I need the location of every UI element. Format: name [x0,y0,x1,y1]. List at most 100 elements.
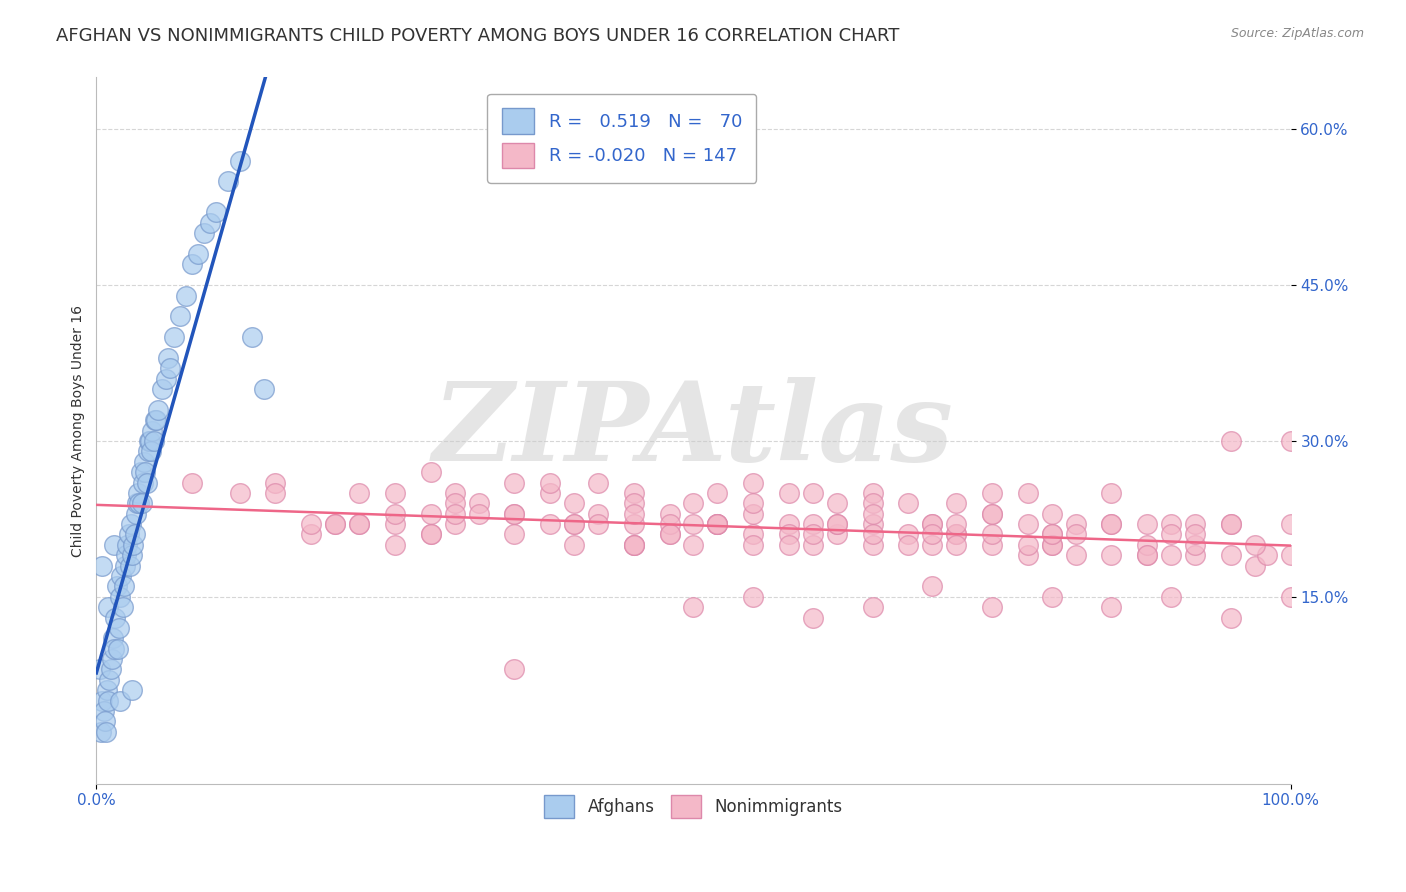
Point [132,475,155,490]
Point [139,434,162,448]
Point [1279,590,1302,604]
Point [945,538,967,552]
Point [110,569,132,583]
Point [1184,517,1206,532]
Point [121,683,143,698]
Point [187,247,209,261]
Point [117,538,139,552]
Point [1064,527,1087,541]
Point [706,517,728,532]
Point [110,590,132,604]
Point [384,507,406,521]
Point [115,548,138,562]
Point [419,507,441,521]
Point [801,538,824,552]
Point [778,538,800,552]
Point [623,538,645,552]
Point [111,600,134,615]
Point [145,413,167,427]
Point [467,496,489,510]
Point [93,704,115,718]
Point [198,216,221,230]
Point [862,507,884,521]
Point [1040,527,1063,541]
Point [825,496,848,510]
Point [658,527,681,541]
Point [682,538,704,552]
Y-axis label: Child Poverty Among Boys Under 16: Child Poverty Among Boys Under 16 [72,304,86,557]
Point [562,496,585,510]
Point [503,475,526,490]
Point [1101,600,1123,615]
Point [658,517,681,532]
Point [384,538,406,552]
Point [682,496,704,510]
Point [778,486,800,500]
Point [347,517,370,532]
Text: ZIPAtlas: ZIPAtlas [433,376,955,484]
Point [778,527,800,541]
Text: AFGHAN VS NONIMMIGRANTS CHILD POVERTY AMONG BOYS UNDER 16 CORRELATION CHART: AFGHAN VS NONIMMIGRANTS CHILD POVERTY AM… [56,27,900,45]
Point [862,538,884,552]
Point [91,693,114,707]
Point [299,517,322,532]
Point [264,475,287,490]
Point [1219,517,1241,532]
Point [1017,538,1039,552]
Point [91,558,114,573]
Point [1279,517,1302,532]
Point [193,226,215,240]
Point [1040,538,1063,552]
Point [419,527,441,541]
Point [1101,486,1123,500]
Point [136,444,159,458]
Point [658,527,681,541]
Point [1219,434,1241,448]
Point [1256,548,1278,562]
Point [1219,610,1241,624]
Point [98,673,121,687]
Point [1040,590,1063,604]
Point [1160,548,1182,562]
Point [825,527,848,541]
Point [1040,527,1063,541]
Point [981,486,1004,500]
Point [862,496,884,510]
Point [156,351,179,365]
Point [127,486,149,500]
Point [141,444,163,458]
Point [169,310,191,324]
Point [825,517,848,532]
Point [1279,548,1302,562]
Point [623,517,645,532]
Point [97,693,120,707]
Point [862,486,884,500]
Point [1136,517,1159,532]
Point [1184,548,1206,562]
Point [503,663,526,677]
Point [623,507,645,521]
Point [117,527,139,541]
Point [134,455,156,469]
Point [801,610,824,624]
Point [945,527,967,541]
Point [801,486,824,500]
Point [538,475,561,490]
Point [538,517,561,532]
Point [897,496,920,510]
Point [981,538,1004,552]
Point [742,507,765,521]
Point [93,714,115,729]
Point [103,538,125,552]
Point [467,507,489,521]
Point [419,527,441,541]
Point [1017,548,1039,562]
Point [1017,486,1039,500]
Point [100,663,122,677]
Point [706,517,728,532]
Point [1243,558,1265,573]
Point [623,538,645,552]
Point [142,434,165,448]
Point [921,517,943,532]
Point [1136,548,1159,562]
